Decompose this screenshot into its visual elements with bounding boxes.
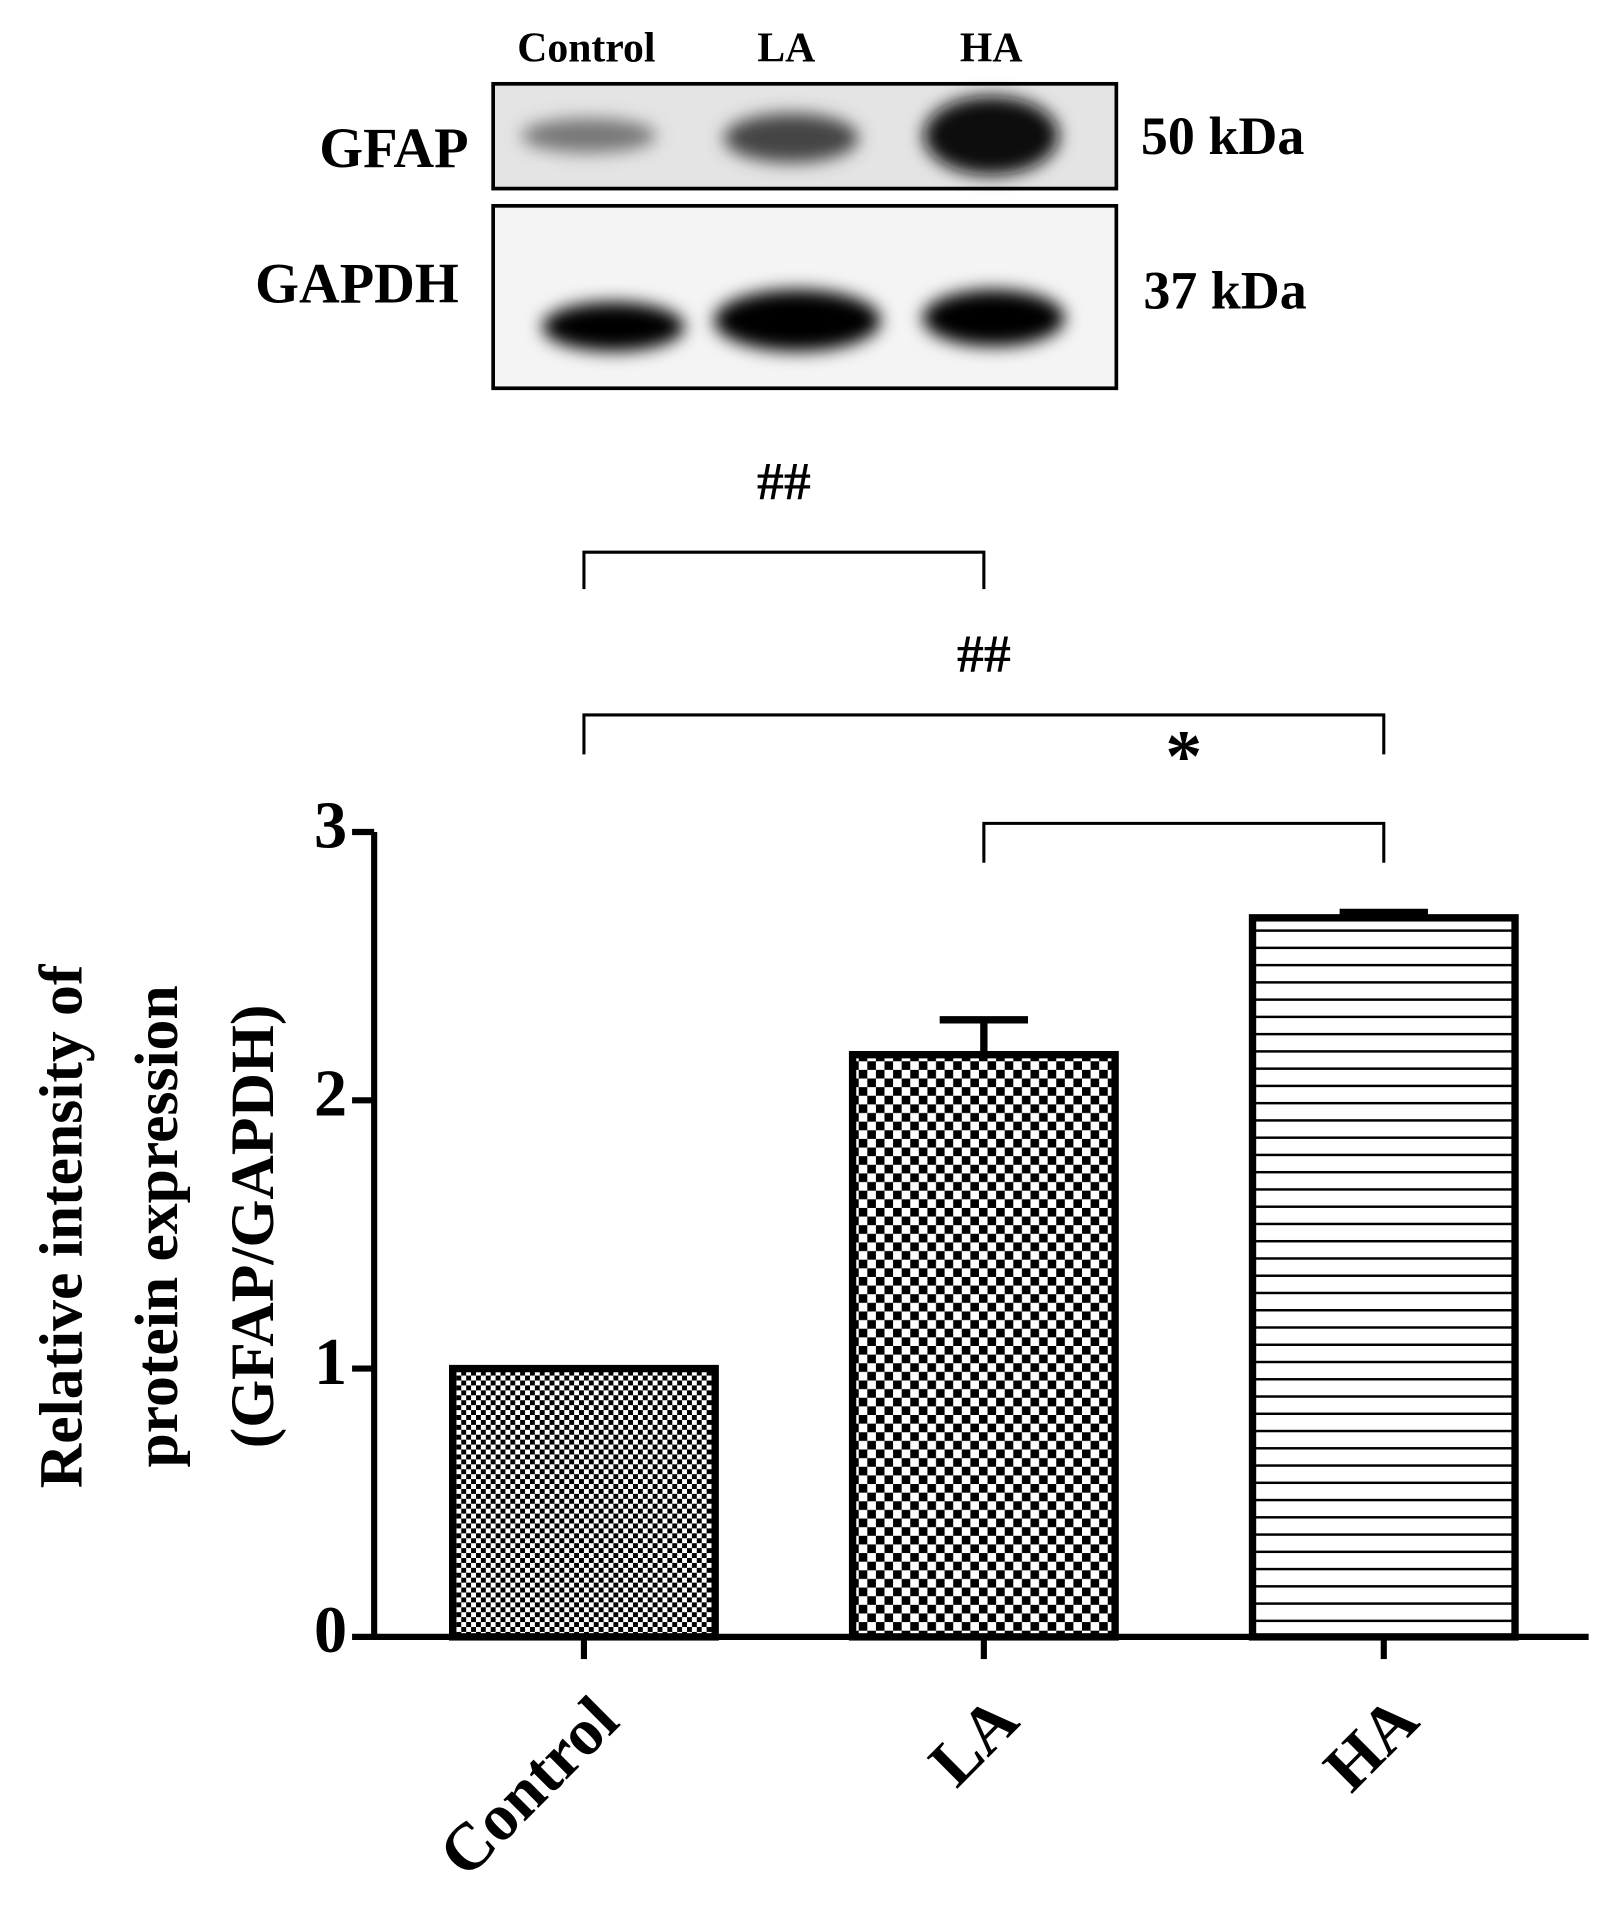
significance-bracket bbox=[582, 550, 986, 590]
bar bbox=[848, 1050, 1119, 1641]
significance-label: ## bbox=[957, 624, 1011, 684]
bar bbox=[448, 1364, 719, 1641]
y-axis-label: protein expression bbox=[123, 985, 191, 1467]
lane-label: LA bbox=[757, 25, 815, 71]
size-label: 50 kDa bbox=[1141, 106, 1304, 166]
y-tick-label: 1 bbox=[314, 1326, 347, 1399]
significance-label: * bbox=[1165, 715, 1202, 797]
lane-label: HA bbox=[960, 25, 1023, 71]
x-tick-label: LA bbox=[916, 1683, 1033, 1800]
error-bar bbox=[939, 1016, 1029, 1055]
significance-label: ## bbox=[757, 451, 811, 511]
size-label: 37 kDa bbox=[1143, 260, 1306, 320]
x-tick-label: Control bbox=[425, 1683, 632, 1891]
y-tick-label: 3 bbox=[314, 789, 347, 862]
row-label: GFAP bbox=[319, 118, 468, 180]
y-axis-label: (GFAP/GAPDH) bbox=[219, 1005, 287, 1449]
bands bbox=[521, 96, 1059, 176]
error-bar bbox=[1339, 908, 1428, 918]
y-axis-label: Relative intensity of bbox=[28, 963, 96, 1488]
lane-label: Control bbox=[517, 25, 655, 71]
bar bbox=[1248, 914, 1519, 1641]
bands bbox=[542, 289, 1065, 352]
y-tick-label: 2 bbox=[314, 1057, 347, 1130]
y-tick-label: 0 bbox=[314, 1594, 347, 1667]
significance-bracket bbox=[982, 821, 1386, 863]
row-label: GAPDH bbox=[255, 254, 459, 316]
x-tick-label: HA bbox=[1310, 1683, 1432, 1805]
significance-bracket bbox=[582, 713, 1386, 755]
western-blot: Control LA HA GFAP GAPDH 50 kDa 37 kDa bbox=[255, 25, 1307, 391]
